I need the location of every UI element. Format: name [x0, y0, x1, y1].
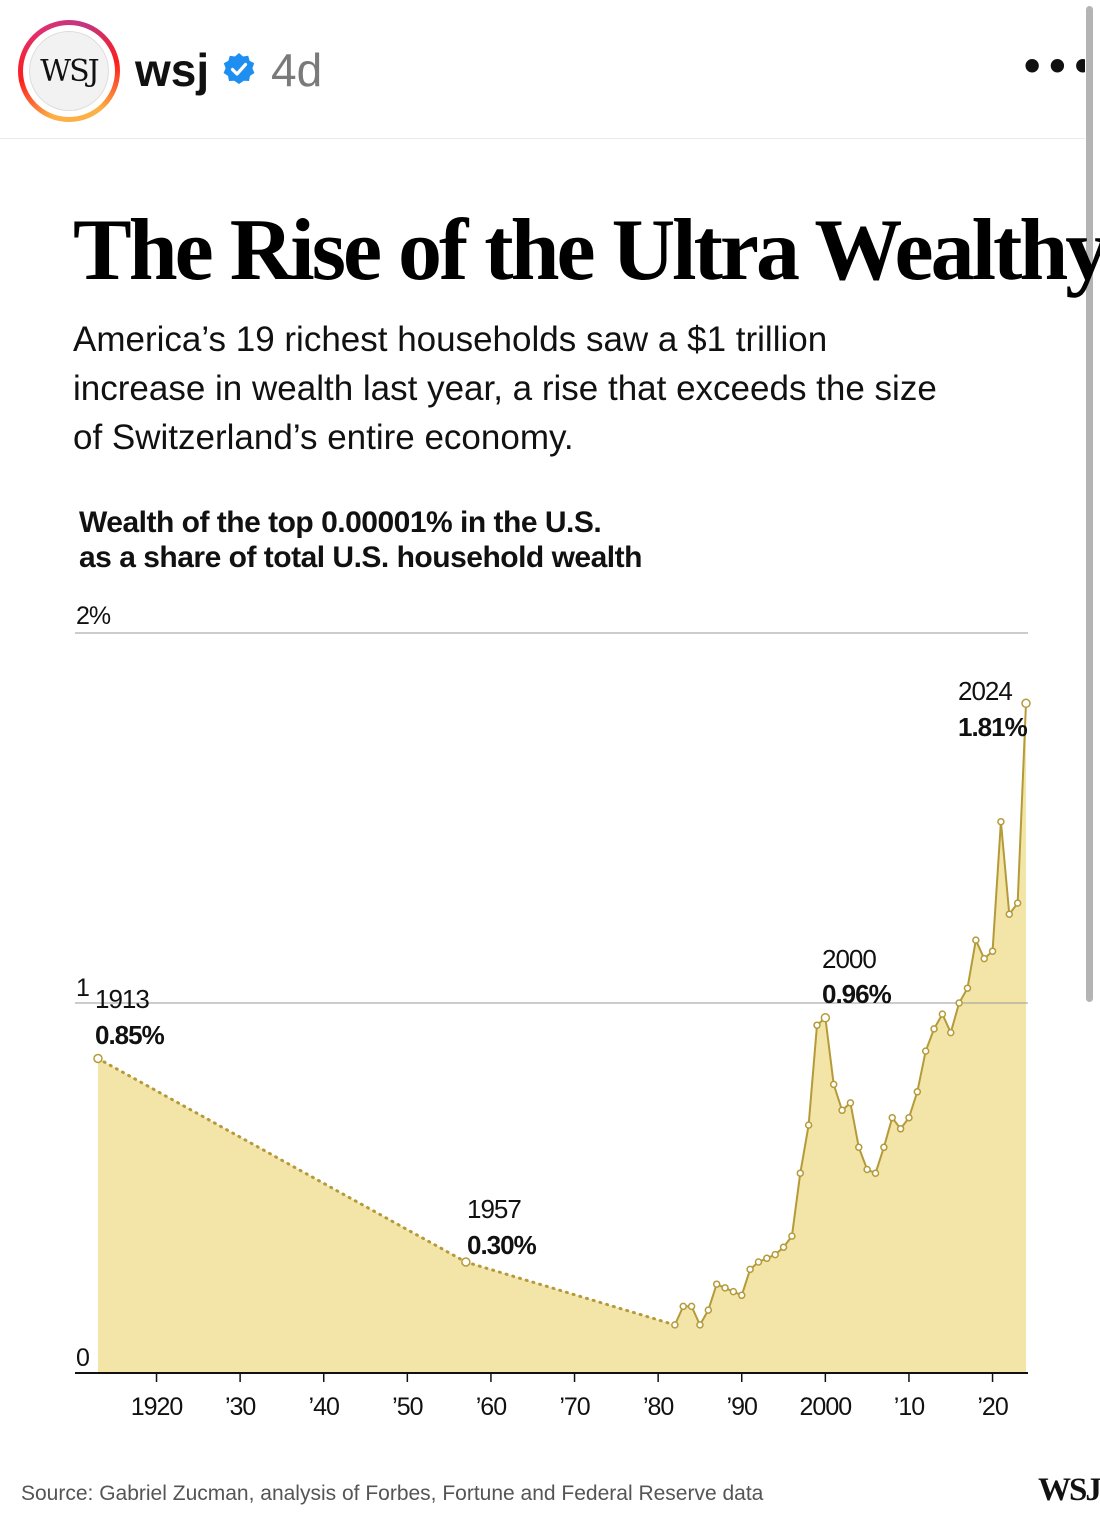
data-point-2011	[913, 1088, 922, 1096]
x-tick-label-1980: ’80	[643, 1393, 673, 1421]
annotation-year-2024: 2024	[958, 676, 1012, 706]
data-point-1985	[696, 1321, 704, 1329]
annotation-value-1957: 0.30%	[467, 1230, 537, 1260]
data-point-1957	[461, 1257, 471, 1267]
data-point-2006	[871, 1169, 880, 1177]
interpolated-segment-1	[96, 1057, 468, 1264]
data-point-2000	[820, 1013, 831, 1023]
x-tick-label-1930: ’30	[225, 1393, 255, 1421]
annotation-value-2000: 0.96%	[822, 979, 892, 1009]
data-point-2010	[905, 1113, 913, 1122]
data-point-2001	[829, 1080, 838, 1089]
y-tick-label-1: 1	[76, 974, 89, 1002]
x-tick-label-2020: ’20	[977, 1393, 1007, 1421]
x-tick-label-1950: ’50	[392, 1393, 422, 1421]
data-point-1999	[813, 1021, 821, 1029]
data-point-1998	[804, 1121, 813, 1129]
data-point-1993	[763, 1254, 771, 1263]
data-point-2005	[863, 1165, 871, 1174]
data-point-1989	[729, 1287, 738, 1296]
dek-text: America’s 19 richest households saw a $1…	[73, 320, 937, 457]
data-point-1990	[737, 1291, 746, 1300]
data-point-1996	[788, 1232, 796, 1240]
data-point-1995	[779, 1243, 788, 1251]
data-point-2019	[980, 954, 988, 963]
avatar-inner: WSJ	[23, 25, 115, 117]
verified-check-shape	[230, 62, 248, 76]
wealth-share-chart: 2% 1 0 1920 ’30 ’40 ’50 ’60 ’70 ’80 ’90 2000 ’10 ’20 1…	[75, 602, 1031, 1421]
chart-title: Wealth of the top 0.00001% in the U.S. a…	[79, 505, 979, 575]
chart-title-line-1: Wealth of the top 0.00001% in the U.S.	[79, 506, 602, 539]
wsj-footer-logo: WSJ	[1038, 1472, 1100, 1508]
x-tick-label-2000: 2000	[800, 1393, 852, 1421]
verified-badge-shape	[223, 53, 255, 84]
chart-title-line-2: as a share of total U.S. household wealt…	[79, 541, 642, 574]
interpolated-segment-2	[464, 1260, 677, 1327]
post-timestamp: 4d	[271, 44, 323, 96]
annotation-year-1957: 1957	[467, 1194, 521, 1224]
data-point-2002	[838, 1106, 846, 1115]
annotation-value-2024: 1.81%	[958, 712, 1028, 742]
data-point-2024	[1021, 698, 1031, 709]
x-tick-label-1990: ’90	[727, 1393, 757, 1421]
data-point-1988	[721, 1284, 729, 1292]
verified-badge-icon	[223, 53, 255, 84]
annotation-value-1913: 0.85%	[95, 1020, 165, 1050]
data-point-1991	[746, 1265, 754, 1274]
scrollbar-thumb[interactable]	[1086, 6, 1093, 1002]
annotation-year-1913: 1913	[95, 984, 149, 1014]
data-point-1987	[712, 1280, 721, 1288]
data-point-2009	[896, 1125, 905, 1133]
source-note: Source: Gabriel Zucman, analysis of Forb…	[21, 1482, 764, 1505]
headline: The Rise of the Ultra Wealthy	[73, 202, 1100, 299]
data-point-2023	[1013, 899, 1022, 907]
x-tick-label-1920: 1920	[131, 1393, 183, 1421]
data-point-2020	[988, 947, 997, 955]
data-point-2016	[955, 999, 963, 1007]
data-point-2012	[921, 1047, 930, 1055]
data-point-1984	[687, 1302, 696, 1311]
data-point-1992	[754, 1258, 763, 1266]
data-point-2014	[938, 1010, 947, 1018]
x-tick-label-1960: ’60	[476, 1393, 506, 1421]
data-point-1994	[771, 1250, 779, 1259]
x-tick-label-1970: ’70	[559, 1393, 589, 1421]
data-point-2018	[972, 936, 980, 944]
y-tick-label-0: 0	[76, 1344, 89, 1372]
x-tick-label-1940: ’40	[309, 1393, 339, 1421]
avatar[interactable]: WSJ	[18, 20, 120, 122]
data-point-2017	[963, 984, 972, 992]
avatar-logo: WSJ	[29, 31, 109, 111]
more-options-icon[interactable]: •••	[1020, 45, 1096, 89]
data-point-2004	[855, 1143, 863, 1152]
data-point-2015	[947, 1028, 955, 1037]
data-point-2008	[888, 1113, 896, 1122]
data-point-2013	[930, 1025, 938, 1033]
data-point-1983	[679, 1302, 687, 1311]
x-tick-label-2010: ’10	[894, 1393, 924, 1421]
data-point-1986	[704, 1306, 713, 1314]
post-header: WSJ wsj 4d •••	[0, 0, 1096, 139]
data-point-2003	[846, 1099, 855, 1107]
annotation-year-2000: 2000	[822, 944, 876, 974]
data-point-1997	[796, 1169, 805, 1177]
username-link[interactable]: wsj	[135, 44, 210, 96]
data-point-1913	[93, 1053, 103, 1064]
y-tick-label-2: 2%	[76, 602, 111, 630]
data-point-2022	[1005, 910, 1014, 918]
data-point-2007	[880, 1143, 888, 1152]
area-fill	[98, 703, 1026, 1373]
data-point-2021	[997, 817, 1005, 826]
data-point-1982	[671, 1321, 679, 1329]
